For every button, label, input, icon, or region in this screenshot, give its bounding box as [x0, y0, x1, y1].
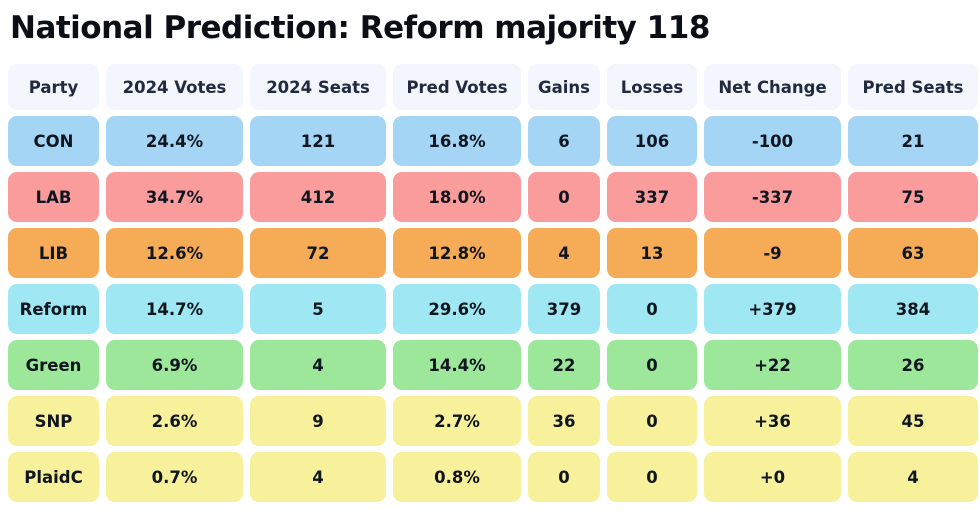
- value-cell: 14.7%: [106, 284, 243, 334]
- prediction-table: Party 2024 Votes 2024 Seats Pred Votes G…: [8, 64, 978, 502]
- value-cell: 6: [528, 116, 600, 166]
- value-cell: -337: [704, 172, 841, 222]
- value-cell: 14.4%: [393, 340, 521, 390]
- value-cell: 63: [848, 228, 978, 278]
- column-header-pred-votes: Pred Votes: [393, 64, 521, 110]
- value-cell: 4: [250, 452, 386, 502]
- value-cell: +22: [704, 340, 841, 390]
- value-cell: 4: [528, 228, 600, 278]
- value-cell: 379: [528, 284, 600, 334]
- value-cell: 45: [848, 396, 978, 446]
- value-cell: 9: [250, 396, 386, 446]
- column-header-net-change: Net Change: [704, 64, 841, 110]
- value-cell: 22: [528, 340, 600, 390]
- value-cell: 0: [528, 172, 600, 222]
- value-cell: 0: [528, 452, 600, 502]
- column-header-gains: Gains: [528, 64, 600, 110]
- party-cell: Green: [8, 340, 99, 390]
- value-cell: 34.7%: [106, 172, 243, 222]
- column-header-2024-votes: 2024 Votes: [106, 64, 243, 110]
- value-cell: 24.4%: [106, 116, 243, 166]
- party-cell: PlaidC: [8, 452, 99, 502]
- value-cell: 0: [607, 284, 697, 334]
- value-cell: 337: [607, 172, 697, 222]
- value-cell: 13: [607, 228, 697, 278]
- value-cell: 0: [607, 452, 697, 502]
- value-cell: -100: [704, 116, 841, 166]
- value-cell: 12.8%: [393, 228, 521, 278]
- value-cell: +0: [704, 452, 841, 502]
- value-cell: +379: [704, 284, 841, 334]
- value-cell: 0: [607, 340, 697, 390]
- value-cell: 6.9%: [106, 340, 243, 390]
- value-cell: 384: [848, 284, 978, 334]
- value-cell: 121: [250, 116, 386, 166]
- value-cell: 412: [250, 172, 386, 222]
- value-cell: -9: [704, 228, 841, 278]
- value-cell: 0.8%: [393, 452, 521, 502]
- column-header-2024-seats: 2024 Seats: [250, 64, 386, 110]
- column-header-party: Party: [8, 64, 99, 110]
- page-title: National Prediction: Reform majority 118: [10, 10, 710, 46]
- column-header-pred-seats: Pred Seats: [848, 64, 978, 110]
- value-cell: 2.7%: [393, 396, 521, 446]
- value-cell: 75: [848, 172, 978, 222]
- party-cell: CON: [8, 116, 99, 166]
- party-cell: SNP: [8, 396, 99, 446]
- value-cell: 0: [607, 396, 697, 446]
- prediction-page: National Prediction: Reform majority 118…: [8, 10, 978, 502]
- value-cell: 5: [250, 284, 386, 334]
- value-cell: 36: [528, 396, 600, 446]
- value-cell: 4: [250, 340, 386, 390]
- party-cell: LIB: [8, 228, 99, 278]
- party-cell: LAB: [8, 172, 99, 222]
- value-cell: 26: [848, 340, 978, 390]
- column-header-losses: Losses: [607, 64, 697, 110]
- value-cell: 18.0%: [393, 172, 521, 222]
- value-cell: 16.8%: [393, 116, 521, 166]
- value-cell: 21: [848, 116, 978, 166]
- value-cell: 0.7%: [106, 452, 243, 502]
- value-cell: 2.6%: [106, 396, 243, 446]
- value-cell: 12.6%: [106, 228, 243, 278]
- value-cell: 29.6%: [393, 284, 521, 334]
- party-cell: Reform: [8, 284, 99, 334]
- value-cell: 72: [250, 228, 386, 278]
- value-cell: 4: [848, 452, 978, 502]
- value-cell: 106: [607, 116, 697, 166]
- value-cell: +36: [704, 396, 841, 446]
